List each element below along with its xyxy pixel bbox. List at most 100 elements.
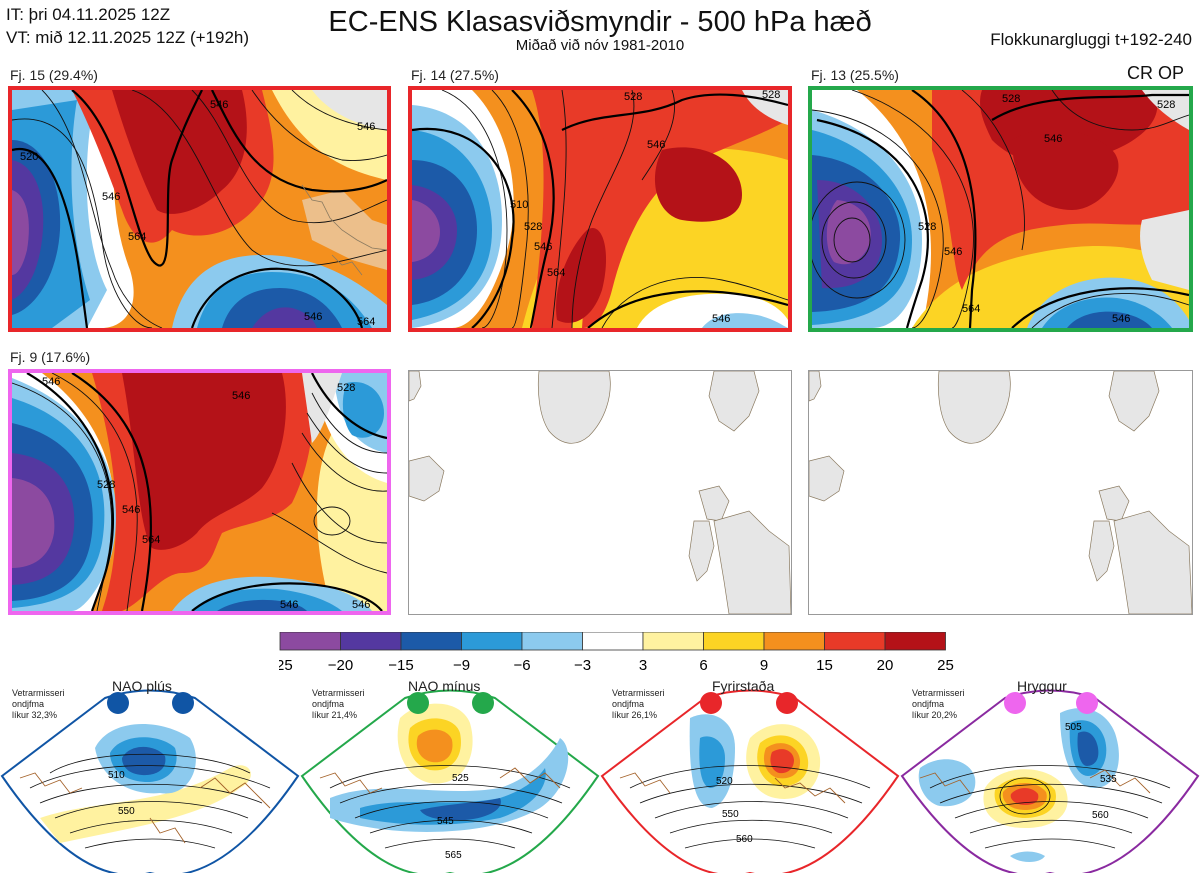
init-time: IT: þri 04.11.2025 12Z: [6, 5, 171, 24]
contour-label: 560: [736, 834, 753, 845]
cluster-map-14: 528 546 510 528 546 564 546 528: [412, 90, 788, 328]
colorbar-tick-label: −20: [328, 657, 353, 674]
contour-label: 550: [118, 806, 135, 817]
crop-label: CR OP: [1126, 63, 1184, 83]
contour-label: 545: [437, 816, 454, 827]
contour-label: 564: [547, 267, 565, 279]
cluster-map-13: 528 546 528 546 564 546 528: [812, 90, 1189, 328]
cluster-map-15: 546 520 546 564 546 564 546: [12, 90, 387, 328]
contour-label: 564: [962, 303, 980, 315]
colorbar-tick-label: 25: [937, 657, 954, 674]
regime-title: Fyrirstaða: [712, 678, 775, 694]
regime-dot: [407, 692, 429, 714]
regime-dot: [700, 692, 722, 714]
contour-label: 528: [762, 90, 780, 101]
contour-label: 565: [445, 850, 462, 861]
regime-dot: [107, 692, 129, 714]
colorbar-tick-label: −25: [279, 657, 293, 674]
contour-label: 546: [210, 99, 228, 111]
colorbar-tick-label: −6: [513, 657, 530, 674]
contour-label: 546: [357, 121, 375, 133]
colorbar-tick-label: 3: [639, 657, 647, 674]
panel-label-1: Fj. 15 (29.4%): [10, 67, 98, 83]
contour-label: 520: [716, 776, 733, 787]
panel-label-3: Fj. 13 (25.5%): [811, 67, 899, 83]
contour-label: 546: [280, 599, 298, 611]
regime-map-graphic: 505 535 560: [900, 689, 1200, 873]
cluster-panel-13: 528 546 528 546 564 546 528: [808, 86, 1193, 332]
colorbar-tick-label: 6: [699, 657, 707, 674]
regime-map-graphic: 510 550: [0, 689, 300, 873]
contour-label: 546: [102, 191, 120, 203]
contour-label: 528: [337, 382, 355, 394]
cluster-panel-15: 546 520 546 564 546 564 546: [8, 86, 391, 332]
contour-label: 528: [918, 221, 936, 233]
colorbar-swatch: [884, 632, 946, 651]
colorbar-swatch: [824, 632, 886, 651]
colorbar-swatch: [582, 632, 644, 651]
cluster-panel-14: 528 546 510 528 546 564 546 528: [408, 86, 792, 332]
contour-label: 546: [232, 390, 250, 402]
contour-label: 546: [647, 139, 665, 151]
contour-label: 535: [1100, 774, 1117, 785]
colorbar: −25 −20 −15 −9 −6 −3 3 6 9 15 20 25: [279, 632, 954, 674]
colorbar-swatch: [279, 632, 341, 651]
colorbar-swatch: [642, 632, 704, 651]
regime-dot: [776, 692, 798, 714]
colorbar-swatch: [340, 632, 402, 651]
valid-time: VT: mið 12.11.2025 12Z (+192h): [6, 28, 250, 47]
regime-map-ridge: 505 535 560 Hryggur Vetrarmisseri ondjfm…: [900, 678, 1200, 873]
regime-title: NAO mínus: [408, 678, 481, 694]
contour-label: 546: [352, 599, 370, 611]
colorbar-tick-label: 9: [760, 657, 768, 674]
cluster-map-9: 546 528 546 564 546 528 546 546: [12, 373, 387, 611]
regime-map-blocking: 520 550 560 Fyrirstaða Vetrarmisseri ond…: [600, 678, 900, 873]
colorbar-swatch: [461, 632, 523, 651]
regime-map-graphic: 520 550 560: [600, 689, 900, 873]
regime-dot: [472, 692, 494, 714]
regime-info: Vetrarmisseri ondjfma líkur 26,1%: [612, 688, 665, 720]
contour-label: 525: [452, 773, 469, 784]
contour-label: 546: [1044, 133, 1062, 145]
contour-label: 546: [944, 246, 962, 258]
regime-info: Vetrarmisseri ondjfma líkur 32,3%: [12, 688, 65, 720]
contour-label: 528: [524, 221, 542, 233]
contour-label: 550: [722, 809, 739, 820]
contour-label: 510: [108, 770, 125, 781]
contour-label: 520: [20, 151, 38, 163]
panel-label-2: Fj. 14 (27.5%): [411, 67, 499, 83]
regime-map-nao-minus: 525 545 565 NAO mínus Vetrarmisseri ondj…: [300, 678, 600, 873]
contour-label: 564: [142, 534, 160, 546]
regime-dot: [1004, 692, 1026, 714]
regime-dot: [1076, 692, 1098, 714]
contour-label: 564: [128, 231, 146, 243]
contour-label: 505: [1065, 722, 1082, 733]
base-map: [409, 371, 791, 614]
contour-label: 528: [97, 479, 115, 491]
contour-label: 528: [624, 91, 642, 103]
colorbar-swatch: [703, 632, 765, 651]
regime-info: Vetrarmisseri ondjfma líkur 20,2%: [912, 688, 965, 720]
colorbar-tick-label: 20: [877, 657, 894, 674]
empty-map-panel: [808, 370, 1193, 615]
contour-label: 546: [42, 376, 60, 388]
cluster-panel-9: 546 528 546 564 546 528 546 546: [8, 369, 391, 615]
regime-info: Vetrarmisseri ondjfma líkur 21,4%: [312, 688, 365, 720]
classification-window: Flokkunargluggi t+192-240: [990, 30, 1192, 49]
empty-map-panel: [408, 370, 792, 615]
regime-map-graphic: 525 545 565: [300, 689, 600, 873]
regime-map-nao-plus: 510 550 NAO plús Vetrarmisseri ondjfma l…: [0, 678, 300, 873]
colorbar-swatch: [763, 632, 825, 651]
colorbar-tick-label: −3: [574, 657, 591, 674]
page-subtitle: Miðað við nóv 1981-2010: [515, 37, 685, 54]
regime-title: Hryggur: [1017, 678, 1067, 694]
panel-label-4: Fj. 9 (17.6%): [10, 349, 91, 365]
colorbar-tick-label: 15: [816, 657, 833, 674]
contour-label: 546: [712, 313, 730, 325]
contour-label: 528: [1157, 99, 1175, 111]
contour-label: 546: [534, 241, 552, 253]
contour-label: 510: [510, 199, 528, 211]
regime-dot: [172, 692, 194, 714]
colorbar-swatch: [521, 632, 583, 651]
contour-label: 546: [304, 311, 322, 323]
